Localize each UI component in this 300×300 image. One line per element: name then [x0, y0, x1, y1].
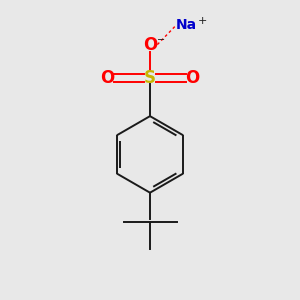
Text: −: − — [157, 35, 165, 46]
Text: S: S — [144, 69, 156, 87]
Text: +: + — [197, 16, 207, 26]
Text: Na: Na — [176, 18, 197, 32]
Text: O: O — [143, 37, 157, 55]
Text: O: O — [186, 69, 200, 87]
Text: O: O — [100, 69, 114, 87]
